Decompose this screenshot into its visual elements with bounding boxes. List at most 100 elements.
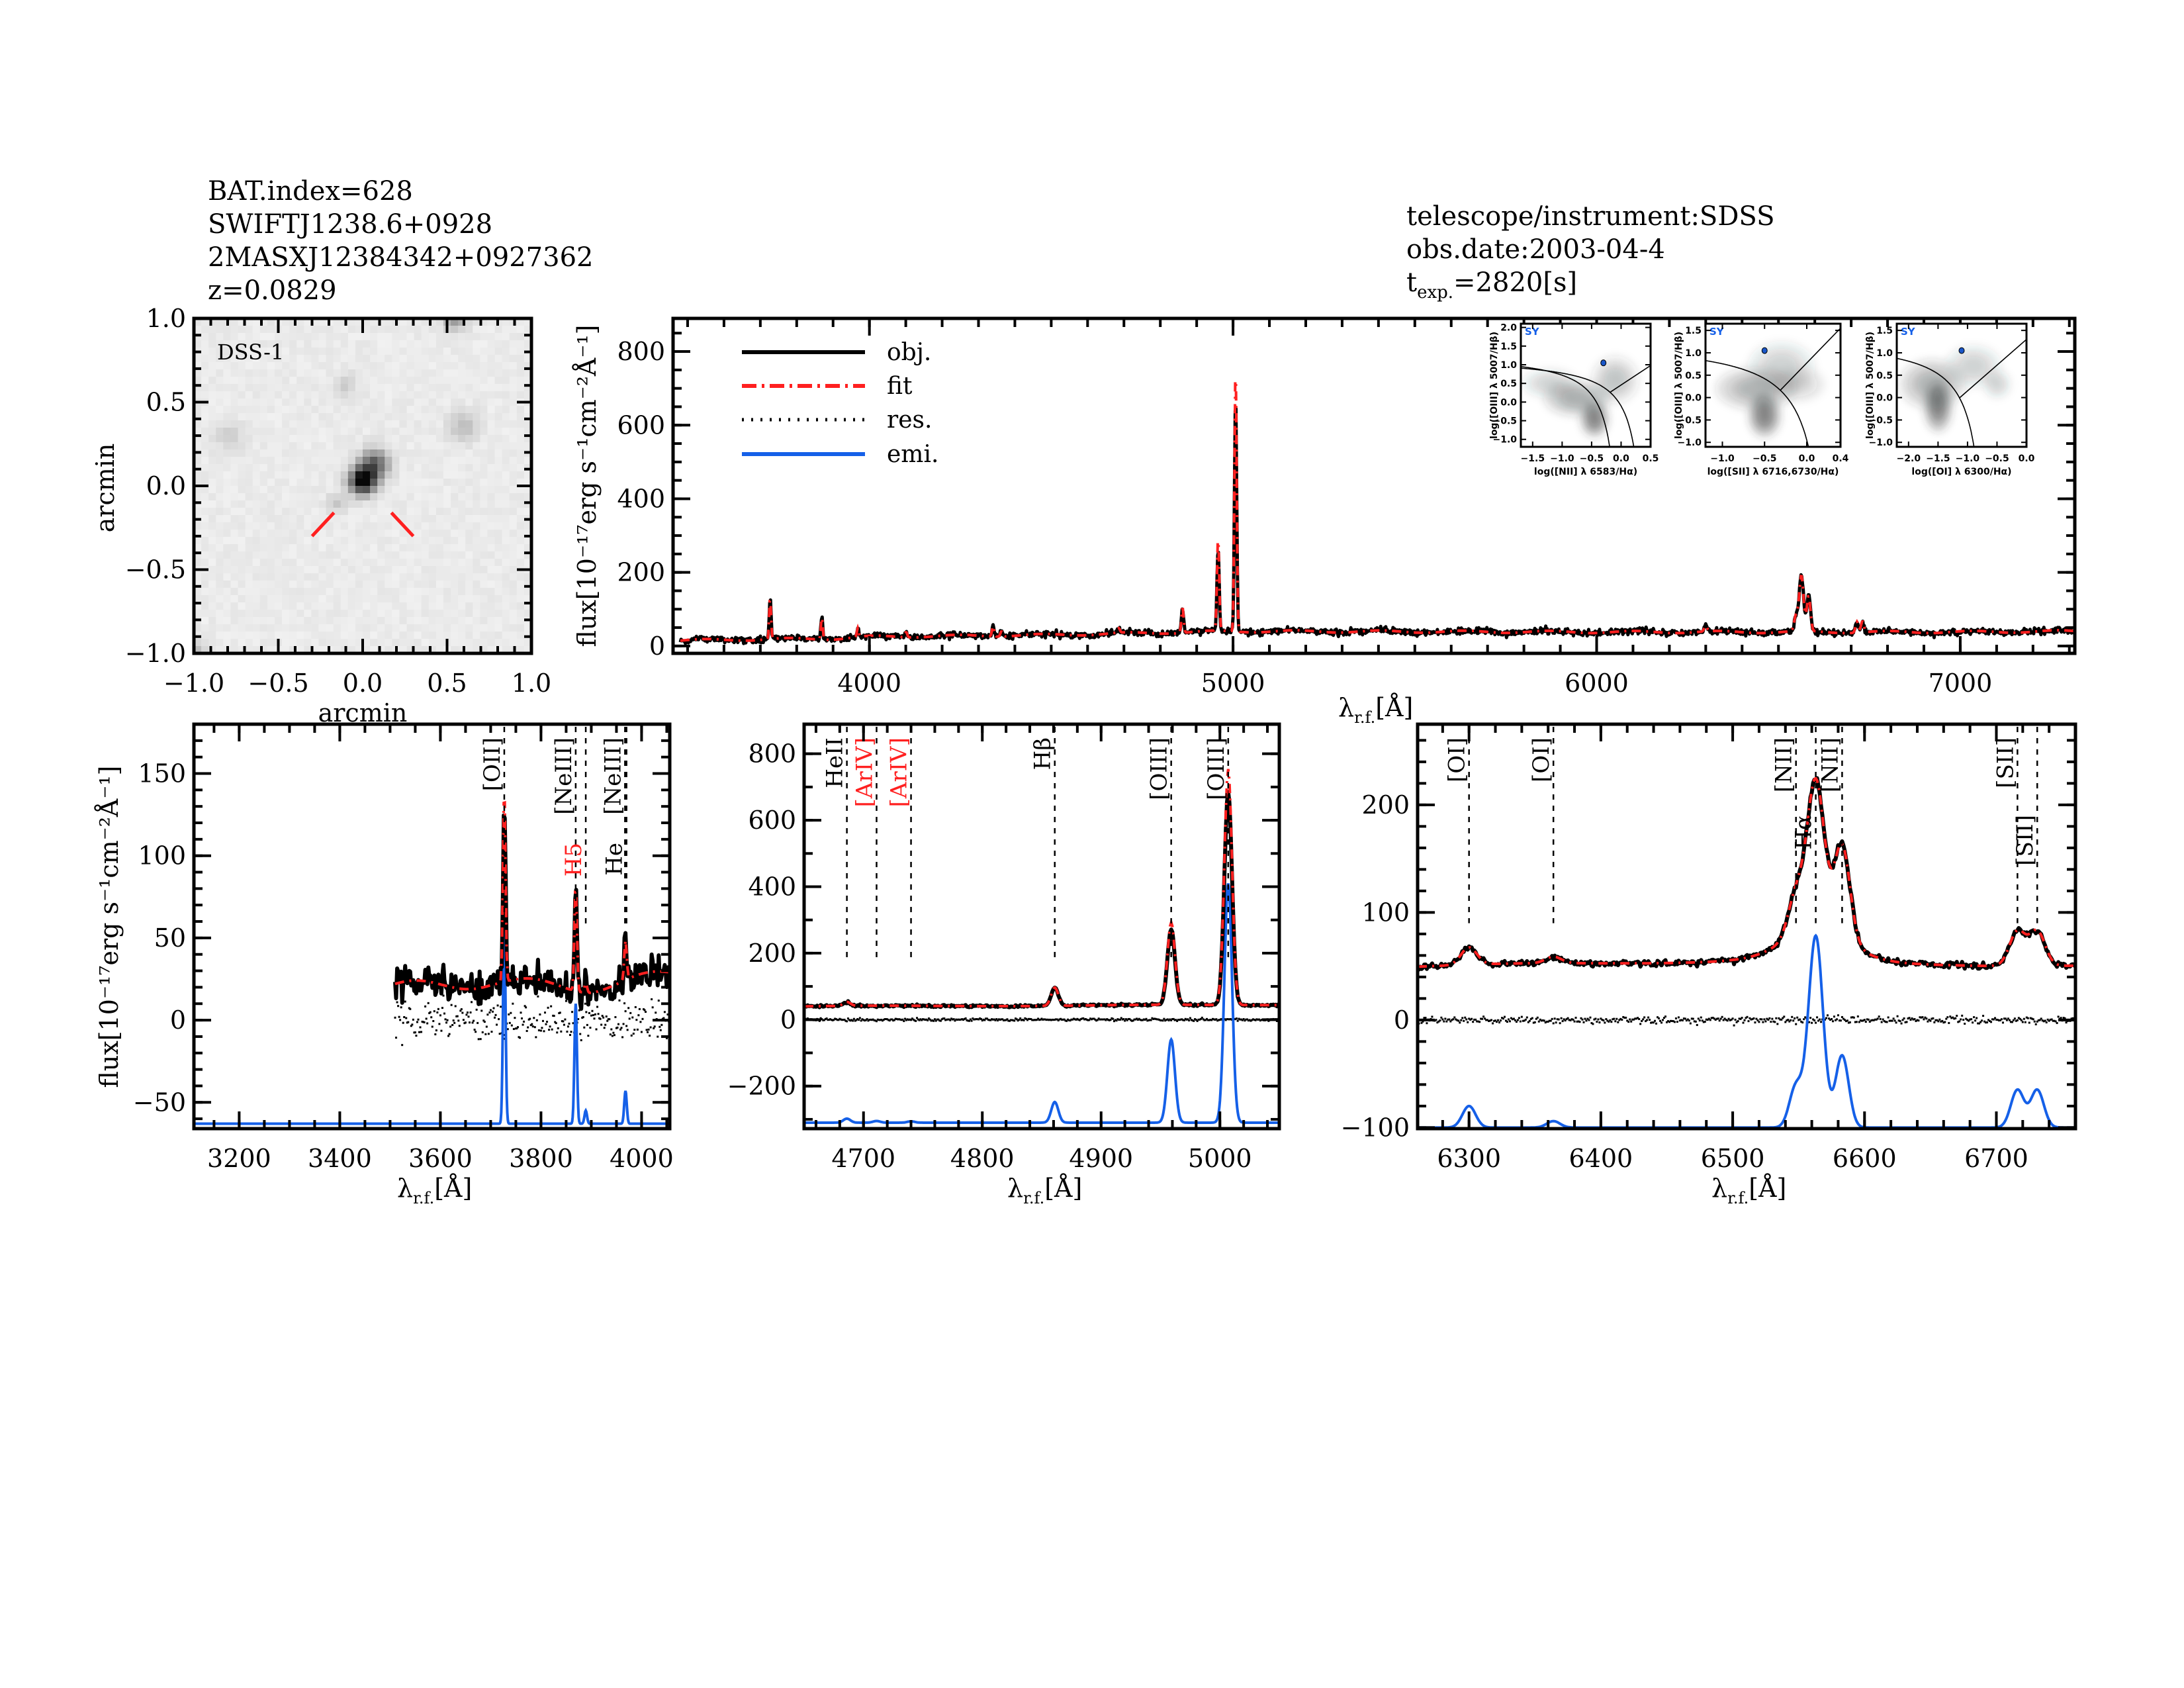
dss-pixel (523, 420, 532, 428)
dss-pixel (282, 522, 290, 530)
dss-pixel (252, 333, 261, 341)
residual-point (889, 1018, 892, 1021)
dss-pixel (245, 515, 253, 523)
dss-pixel (318, 493, 327, 501)
y-tick-label: 800 (617, 337, 665, 366)
dss-pixel (289, 457, 297, 465)
residual-point (529, 1024, 532, 1027)
dss-pixel (326, 464, 334, 472)
dss-pixel (252, 479, 261, 487)
residual-point (653, 1027, 655, 1029)
residual-point (1577, 1020, 1580, 1023)
dss-pixel (451, 413, 459, 421)
dss-pixel (487, 449, 496, 457)
dss-pixel (355, 384, 363, 392)
dss-pixel (509, 355, 518, 363)
dss-pixel (465, 632, 473, 639)
dss-pixel (377, 551, 385, 559)
residual-point (1142, 1018, 1145, 1021)
dss-pixel (451, 449, 459, 457)
residual-point (1031, 1019, 1034, 1021)
dss-pixel (282, 595, 290, 603)
dss-pixel (421, 435, 430, 443)
dss-pixel (194, 479, 202, 487)
dss-pixel (238, 493, 246, 501)
residual-point (1803, 1018, 1805, 1021)
dss-pixel (377, 610, 385, 618)
dss-pixel (494, 435, 503, 443)
dss-pixel (347, 391, 356, 399)
dss-pixel (318, 566, 327, 574)
dss-pixel (458, 559, 466, 567)
residual-point (1965, 1017, 1968, 1020)
residual-point (1559, 1022, 1561, 1025)
dss-pixel (392, 602, 400, 610)
dss-pixel (194, 442, 202, 450)
dss-pixel (259, 595, 268, 603)
dss-pixel (414, 559, 422, 567)
dss-pixel (523, 508, 532, 516)
dss-pixel (347, 428, 356, 436)
residual-point (1847, 1021, 1850, 1024)
dss-pixel (465, 624, 473, 632)
dss-pixel (523, 413, 532, 421)
dss-pixel (340, 632, 349, 639)
residual-point (822, 1019, 825, 1021)
residual-point (2017, 1017, 2020, 1019)
dss-pixel (428, 326, 437, 334)
dss-pixel (451, 355, 459, 363)
dss-pixel (392, 566, 400, 574)
residual-point (821, 1018, 823, 1021)
residual-point (1754, 1021, 1756, 1024)
residual-point (494, 1016, 496, 1019)
dss-pixel (259, 355, 268, 363)
dss-pixel (406, 573, 415, 581)
dss-pixel (406, 639, 415, 647)
dss-pixel (509, 537, 518, 545)
dss-pixel (245, 595, 253, 603)
dss-pixel (311, 508, 320, 516)
dss-pixel (487, 340, 496, 348)
dss-pixel (487, 486, 496, 494)
residual-point (2050, 1018, 2053, 1021)
dss-pixel (311, 369, 320, 377)
dss-pixel (480, 369, 488, 377)
dss-pixel (406, 391, 415, 399)
dss-pixel (201, 610, 209, 618)
residual-point (522, 1023, 524, 1026)
dss-pixel (201, 464, 209, 472)
residual-point (1962, 1019, 1965, 1021)
dss-pixel (385, 486, 392, 494)
residual-point (632, 1032, 635, 1035)
residual-point (1925, 1017, 1928, 1020)
dss-pixel (318, 318, 327, 326)
dss-pixel (296, 428, 304, 436)
dss-pixel (340, 515, 349, 523)
dss-pixel (509, 544, 518, 552)
dss-pixel (252, 639, 261, 647)
line-marker-label: [SII] (1992, 737, 2019, 788)
dss-pixel (311, 486, 320, 494)
dss-pixel (340, 464, 349, 472)
residual-point (1456, 1019, 1459, 1021)
dss-pixel (216, 632, 224, 639)
dss-pixel (435, 530, 444, 538)
dss-pixel (370, 544, 378, 552)
inset-ylabel: log([OIII] λ 5007/Hβ) (1865, 332, 1876, 439)
dss-pixel (502, 420, 510, 428)
residual-point (948, 1018, 950, 1021)
residual-point (2056, 1021, 2058, 1024)
residual-point (1981, 1019, 1983, 1022)
residual-point (1127, 1017, 1130, 1020)
dss-pixel (282, 581, 290, 588)
density-level (1786, 376, 1811, 393)
dss-pixel (421, 384, 430, 392)
telescope-instrument: telescope/instrument:SDSS (1406, 201, 1775, 232)
dss-pixel (502, 624, 510, 632)
residual-point (1938, 1018, 1941, 1021)
dss-pixel (201, 479, 209, 487)
dss-pixel (516, 464, 525, 472)
dss-pixel (252, 449, 261, 457)
dss-pixel (414, 464, 422, 472)
dss-pixel (274, 602, 283, 610)
